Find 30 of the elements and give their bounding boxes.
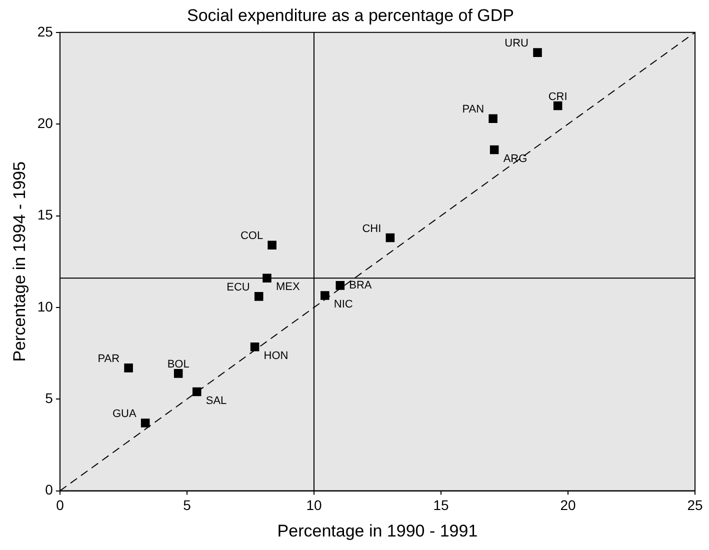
annotation: SAL: [206, 394, 227, 407]
annotation: BOL: [167, 358, 190, 370]
annotation: URU: [504, 38, 529, 50]
y-tick-label: 5: [45, 390, 54, 406]
x-tick-label: 15: [433, 497, 449, 514]
annotation: ECU: [226, 281, 250, 294]
annotation: ARG: [503, 152, 528, 165]
annotation: BRA: [349, 279, 372, 292]
annotation: PAN: [462, 104, 484, 116]
y-tick-label: 10: [37, 298, 54, 314]
x-tick-label: 10: [306, 497, 322, 514]
x-tick-label: 5: [183, 497, 192, 514]
annotation: PAR: [98, 352, 120, 365]
annotation: GUA: [112, 408, 137, 420]
annotation: MEX: [276, 281, 300, 294]
annotation: CRI: [548, 90, 568, 103]
x-tick-label: 25: [687, 497, 703, 514]
y-tick-label: 20: [37, 114, 54, 131]
y-tick-label: 25: [37, 23, 54, 40]
annotation: CHI: [362, 222, 382, 235]
x-tick-label: 20: [560, 497, 576, 514]
chart-title: Social expenditure as a percentage of GDP: [187, 6, 514, 25]
y-tick-label: 15: [37, 206, 54, 223]
x-axis-title: Percentage in 1990 - 1991: [277, 521, 478, 540]
annotation: HON: [264, 350, 288, 362]
annotation: NIC: [334, 298, 353, 311]
y-tick-label: 0: [45, 482, 54, 498]
annotation: COL: [240, 230, 264, 242]
x-tick-label: 0: [56, 497, 64, 514]
y-axis-title: Percentage in 1994 - 1995: [10, 161, 29, 362]
